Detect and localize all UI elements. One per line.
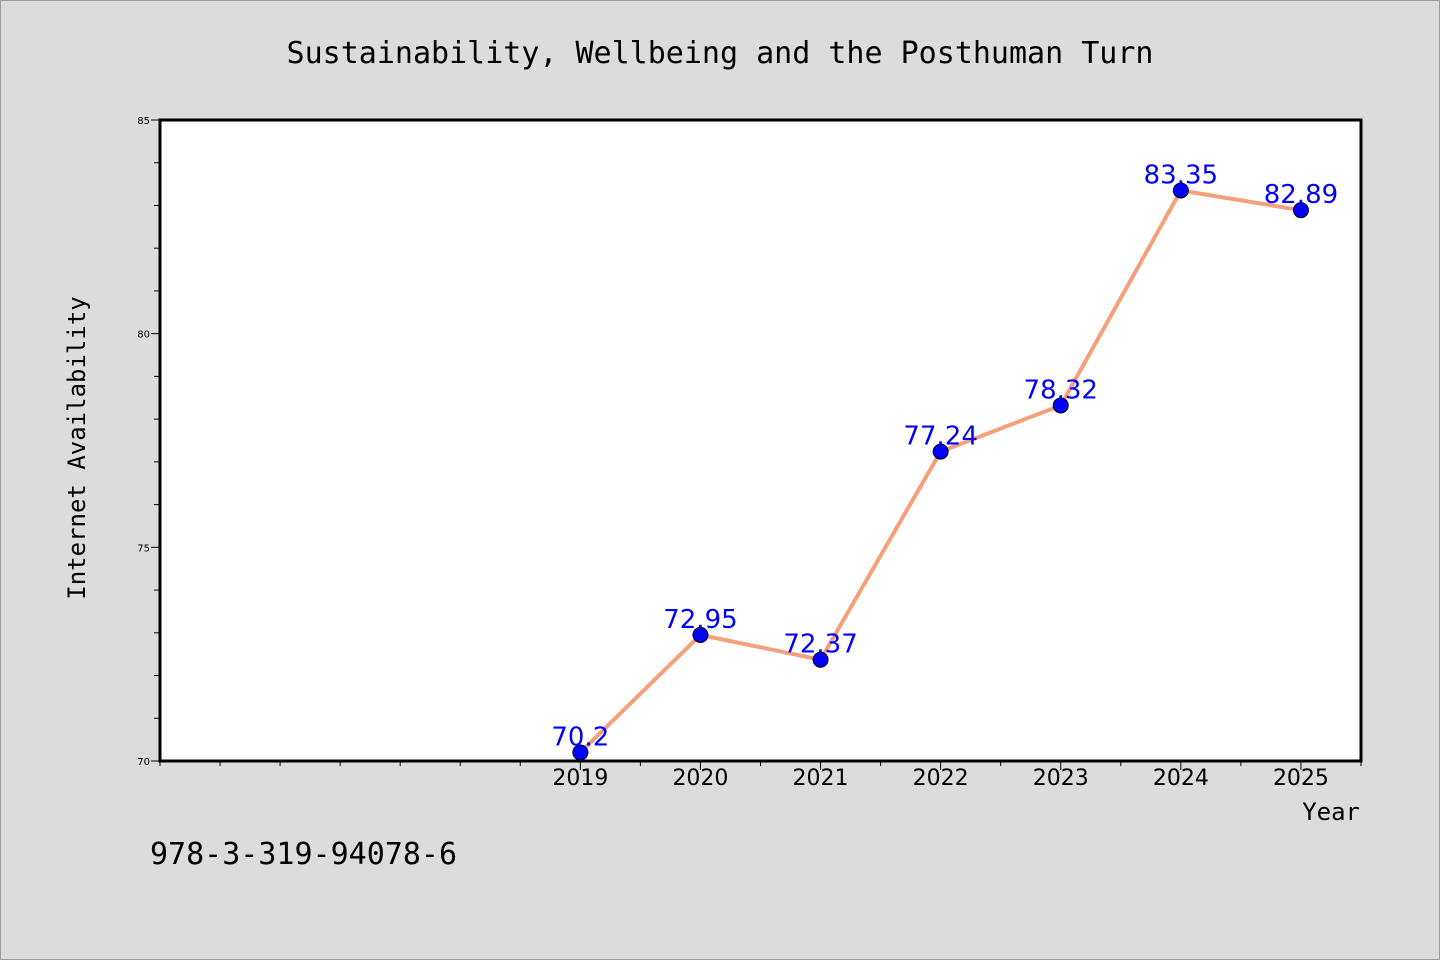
data-point — [812, 651, 829, 668]
x-tick-label: 2019 — [552, 766, 608, 791]
x-tick-label: 2024 — [1153, 766, 1209, 791]
x-tick-label: 2025 — [1273, 766, 1329, 791]
plot-area — [158, 118, 1363, 763]
data-label: 78.32 — [1024, 375, 1098, 405]
data-point — [692, 626, 709, 643]
y-tick-label: 70 — [137, 757, 150, 768]
x-tick-label: 2023 — [1033, 766, 1089, 791]
data-label: 72.95 — [663, 605, 737, 635]
x-axis-ticks: 2019 2020 2021 2022 2023 2024 2025 — [159, 761, 1362, 791]
data-label: 77.24 — [903, 422, 977, 452]
x-tick-label: 2021 — [793, 766, 849, 791]
data-label: 82.89 — [1264, 180, 1338, 210]
y-tick-label: 85 — [137, 116, 150, 127]
y-tick-label: 80 — [137, 330, 150, 341]
data-point — [932, 443, 949, 460]
x-tick-label: 2020 — [672, 766, 728, 791]
data-label: 83.35 — [1144, 161, 1218, 191]
data-label: 70.2 — [551, 722, 609, 752]
data-label: 72.37 — [783, 630, 857, 660]
data-point — [1052, 397, 1069, 414]
y-tick-label: 75 — [137, 543, 150, 554]
y-axis-ticks: 70 75 80 85 — [137, 116, 160, 768]
data-point — [1172, 182, 1189, 199]
isbn-text: 978-3-319-94078-6 — [150, 837, 457, 872]
chart-title: Sustainability, Wellbeing and the Posthu… — [287, 36, 1154, 71]
y-axis-label: Internet Availability — [63, 296, 91, 599]
data-labels: 70.2 72.95 72.37 77.24 78.32 83.35 82.89 — [551, 161, 1338, 753]
data-point — [572, 744, 589, 761]
x-axis-label: Year — [1302, 798, 1360, 826]
x-tick-label: 2022 — [913, 766, 969, 791]
series-layer — [572, 182, 1309, 761]
data-point — [1292, 202, 1309, 219]
